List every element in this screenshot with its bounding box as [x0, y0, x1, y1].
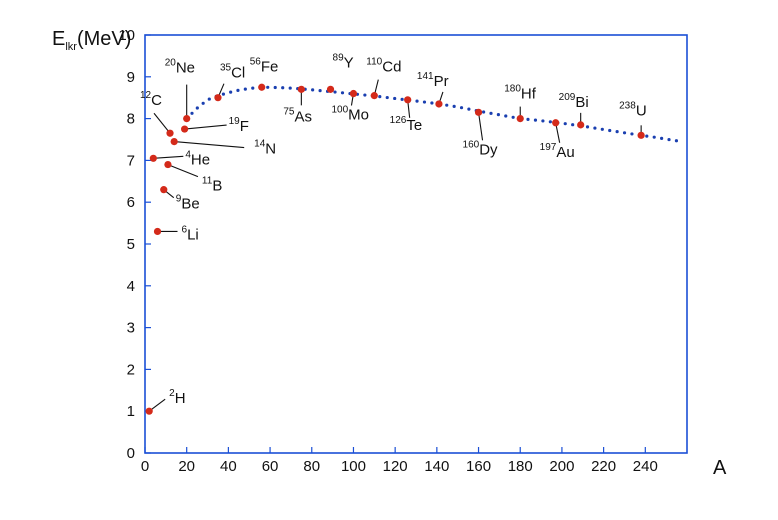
label-leader-line — [477, 112, 484, 141]
isotope-label-te: 126Te — [390, 115, 423, 134]
label-leader-line — [184, 124, 227, 130]
data-point-bi — [577, 121, 585, 129]
isotope-label-c: 12C — [140, 90, 162, 109]
x-tick-label: 160 — [466, 458, 491, 475]
data-point-au — [552, 119, 560, 127]
data-point-mo — [349, 89, 358, 98]
y-tick-label: 0 — [127, 445, 135, 462]
isotope-label-f: 19F — [229, 116, 249, 135]
isotope-label-n: 14N — [254, 139, 276, 158]
y-tick-label: 3 — [127, 320, 135, 337]
isotope-label-au: 197Au — [540, 142, 575, 161]
x-tick-label: 20 — [178, 458, 195, 475]
data-point-hf — [516, 115, 524, 123]
data-point-u — [637, 131, 645, 139]
x-tick-label: 200 — [549, 458, 574, 475]
data-point-h — [145, 407, 153, 415]
data-point-ne — [183, 115, 191, 123]
x-tick-label: 100 — [341, 458, 366, 475]
data-point-he — [149, 154, 157, 162]
y-tick-label: 8 — [127, 111, 135, 128]
x-tick-label: 60 — [262, 458, 279, 475]
x-tick-label: 40 — [220, 458, 237, 475]
isotope-label-as: 75As — [283, 106, 312, 125]
leader-lines — [148, 79, 642, 412]
y-tick-label: 10 — [118, 27, 135, 44]
x-tick-label: 0 — [141, 458, 149, 475]
isotope-label-b: 11B — [202, 176, 222, 195]
data-points — [145, 83, 645, 415]
data-point-be — [160, 186, 168, 194]
label-leader-line — [167, 164, 199, 178]
y-tick-label: 6 — [127, 194, 135, 211]
label-leader-line — [153, 155, 184, 159]
tick-group: 0 20 40 60 80 100 120 140 160 180 200 220 2400123456… — [118, 27, 658, 475]
plot-frame — [144, 34, 688, 454]
data-point-y — [326, 85, 335, 93]
isotope-label-bi: 209Bi — [559, 92, 589, 111]
data-point-n — [170, 137, 178, 146]
data-point-cd — [370, 92, 378, 100]
x-tick-label: 180 — [508, 458, 533, 475]
data-point-fe — [258, 83, 266, 91]
y-axis-title: Elkr(MeV) — [52, 28, 131, 53]
isotope-label-u: 238U — [619, 100, 647, 119]
y-tick-label: 2 — [127, 361, 135, 378]
isotope-label-hf: 180Hf — [504, 84, 537, 103]
isotope-label-ne: 20Ne — [165, 58, 195, 77]
x-tick-label: 240 — [633, 458, 658, 475]
data-point-b — [164, 160, 172, 169]
trend-curve — [185, 85, 679, 143]
label-leader-line — [174, 141, 245, 149]
x-tick-label: 120 — [383, 458, 408, 475]
isotope-label-li: 6Li — [182, 224, 199, 243]
isotope-label-h: 2H — [169, 388, 185, 407]
x-tick-label: 140 — [424, 458, 449, 475]
isotope-label-mo: 100Mo — [331, 105, 369, 124]
isotope-label-dy: 160Dy — [463, 139, 499, 158]
x-axis-title: A — [713, 457, 727, 479]
isotope-label-pr: 141Pr — [417, 71, 449, 90]
data-point-dy — [474, 108, 483, 116]
data-point-as — [297, 85, 305, 93]
y-tick-label: 5 — [127, 236, 135, 253]
data-point-c — [166, 129, 174, 137]
isotope-label-y: 89Y — [333, 52, 354, 71]
x-tick-label: 80 — [303, 458, 320, 475]
data-point-cl — [214, 94, 222, 102]
x-tick-label: 220 — [591, 458, 616, 475]
y-tick-label: 1 — [127, 403, 135, 420]
y-tick-label: 4 — [127, 278, 135, 295]
isotope-label-fe: 56Fe — [250, 56, 279, 75]
data-point-li — [153, 227, 162, 236]
data-point-te — [404, 96, 412, 104]
isotope-label-he: 4He — [185, 149, 210, 168]
isotope-label-be: 9Be — [176, 194, 200, 213]
isotope-label-cd: 110Cd — [366, 57, 401, 76]
isotope-labels: 2H 6Li 9Be 4He 11B 12C 14N 19F 20Ne 35Cl 56Fe 75As 8… — [140, 52, 647, 407]
y-tick-label: 7 — [127, 152, 135, 169]
label-leader-line — [153, 112, 171, 134]
data-point-pr — [435, 100, 443, 108]
isotope-label-cl: 35Cl — [220, 63, 245, 82]
y-tick-label: 9 — [127, 69, 135, 86]
data-point-f — [181, 125, 189, 133]
